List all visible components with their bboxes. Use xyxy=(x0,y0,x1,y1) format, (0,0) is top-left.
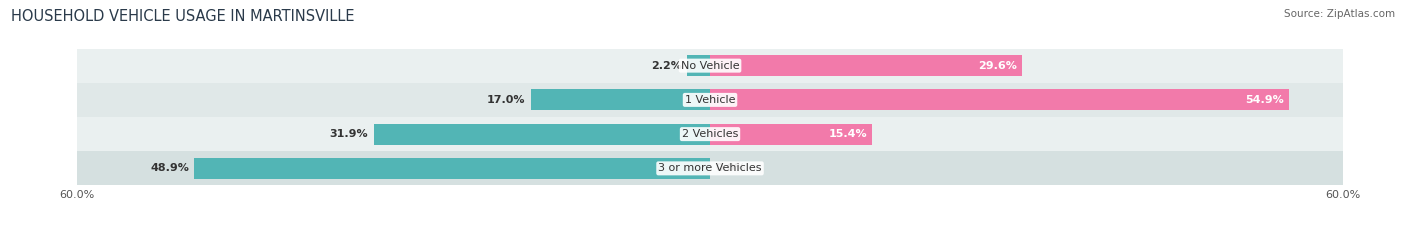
Text: 54.9%: 54.9% xyxy=(1244,95,1284,105)
Text: Source: ZipAtlas.com: Source: ZipAtlas.com xyxy=(1284,9,1395,19)
Text: 2 Vehicles: 2 Vehicles xyxy=(682,129,738,139)
Bar xyxy=(688,55,710,76)
Bar xyxy=(77,83,1343,117)
Bar xyxy=(710,55,1022,76)
Bar xyxy=(194,158,710,179)
Text: 29.6%: 29.6% xyxy=(979,61,1017,71)
Text: 15.4%: 15.4% xyxy=(828,129,868,139)
Bar xyxy=(77,117,1343,151)
Bar xyxy=(531,89,710,110)
Bar xyxy=(77,151,1343,186)
Bar xyxy=(710,89,1289,110)
Text: 3 or more Vehicles: 3 or more Vehicles xyxy=(658,163,762,173)
Text: 31.9%: 31.9% xyxy=(330,129,368,139)
Text: 1 Vehicle: 1 Vehicle xyxy=(685,95,735,105)
Text: 48.9%: 48.9% xyxy=(150,163,190,173)
Text: 2.2%: 2.2% xyxy=(651,61,682,71)
Bar xyxy=(374,124,710,145)
Bar xyxy=(710,124,873,145)
Text: 17.0%: 17.0% xyxy=(486,95,526,105)
Text: HOUSEHOLD VEHICLE USAGE IN MARTINSVILLE: HOUSEHOLD VEHICLE USAGE IN MARTINSVILLE xyxy=(11,9,354,24)
Text: No Vehicle: No Vehicle xyxy=(681,61,740,71)
Bar xyxy=(77,48,1343,83)
Text: 0.0%: 0.0% xyxy=(716,163,747,173)
